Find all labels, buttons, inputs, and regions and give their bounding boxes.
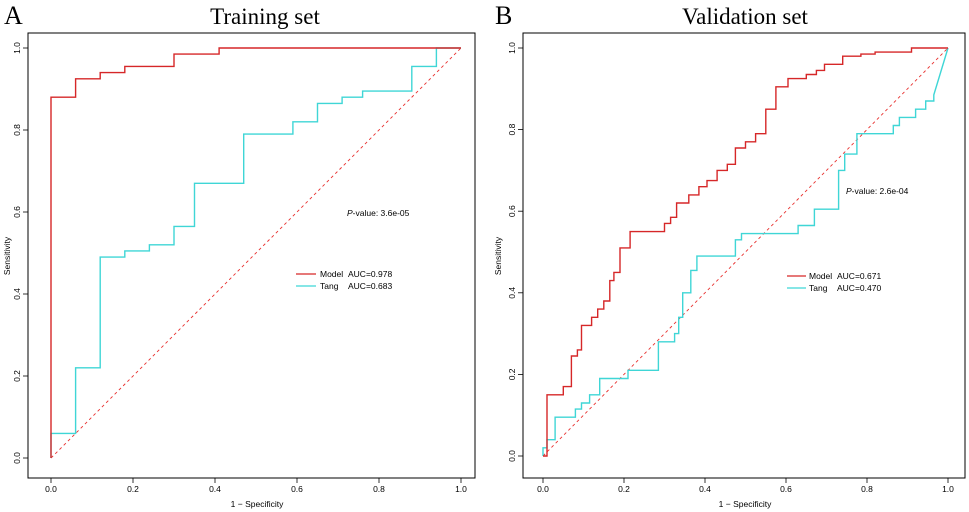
y-tick-label: 0.2: [12, 370, 22, 382]
panel-validation: B Validation set 1 − Specificity Sensiti…: [493, 1, 966, 509]
y-tick-label: 0.4: [12, 288, 22, 300]
x-tick-label: 0.0: [45, 484, 57, 494]
roc-curve-tang: [50, 47, 461, 458]
x-tick-label: 0.8: [373, 484, 385, 494]
panel-training: A Training set 1 − Specificity Sensitivi…: [2, 1, 476, 509]
p-value-annotation: P-value: 2.6e-04: [846, 186, 909, 196]
legend: Model AUC=0.978 Tang AUC=0.683: [296, 269, 392, 291]
p-value-italic: P: [846, 186, 852, 196]
x-tick-label: 0.2: [127, 484, 139, 494]
p-value-italic: P: [347, 208, 353, 218]
legend-name-model: Model: [809, 271, 832, 281]
y-axis-label: Sensitivity: [493, 236, 503, 275]
legend-name-model: Model: [320, 269, 343, 279]
y-tick-label: 0.8: [12, 124, 22, 136]
legend-name-tang: Tang: [320, 281, 339, 291]
roc-curve-model: [50, 47, 461, 458]
panel-label: A: [4, 1, 23, 30]
y-tick-label: 0.2: [507, 368, 517, 380]
p-value-text: -value: 2.6e-04: [852, 186, 909, 196]
chart-title: Training set: [210, 4, 320, 29]
legend-auc-tang: AUC=0.470: [837, 283, 881, 293]
roc-curve-model: [543, 47, 948, 457]
x-tick-label: 0.0: [537, 484, 549, 494]
panel-label: B: [495, 1, 512, 30]
y-tick-label: 1.0: [12, 42, 22, 54]
x-tick-label: 0.2: [618, 484, 630, 494]
x-tick-label: 1.0: [942, 484, 954, 494]
chart-title: Validation set: [682, 4, 808, 29]
x-tick-label: 0.8: [861, 484, 873, 494]
y-tick-label: 0.0: [12, 452, 22, 464]
x-tick-label: 0.6: [291, 484, 303, 494]
y-tick-label: 1.0: [507, 42, 517, 54]
plot-frame: [27, 32, 476, 479]
legend: Model AUC=0.671 Tang AUC=0.470: [787, 271, 881, 293]
legend-auc-model: AUC=0.671: [837, 271, 881, 281]
x-axis-label: 1 − Specificity: [231, 499, 284, 509]
y-tick-label: 0.0: [507, 450, 517, 462]
roc-curve-tang: [542, 47, 949, 456]
y-tick-label: 0.6: [12, 206, 22, 218]
x-tick-label: 0.4: [209, 484, 221, 494]
y-tick-label: 0.4: [507, 287, 517, 299]
x-axis-label: 1 − Specificity: [719, 499, 772, 509]
p-value-annotation: P-value: 3.6e-05: [347, 208, 410, 218]
legend-auc-model: AUC=0.978: [348, 269, 392, 279]
y-axis-label: Sensitivity: [2, 236, 12, 275]
x-tick-label: 1.0: [455, 484, 467, 494]
reference-diagonal-line: [50, 47, 462, 459]
y-tick-label: 0.6: [507, 205, 517, 217]
plot-frame: [522, 32, 966, 479]
legend-auc-tang: AUC=0.683: [348, 281, 392, 291]
x-tick-label: 0.4: [699, 484, 711, 494]
reference-diagonal-line: [542, 47, 949, 457]
legend-name-tang: Tang: [809, 283, 828, 293]
p-value-text: -value: 3.6e-05: [353, 208, 410, 218]
y-tick-label: 0.8: [507, 123, 517, 135]
x-tick-label: 0.6: [780, 484, 792, 494]
